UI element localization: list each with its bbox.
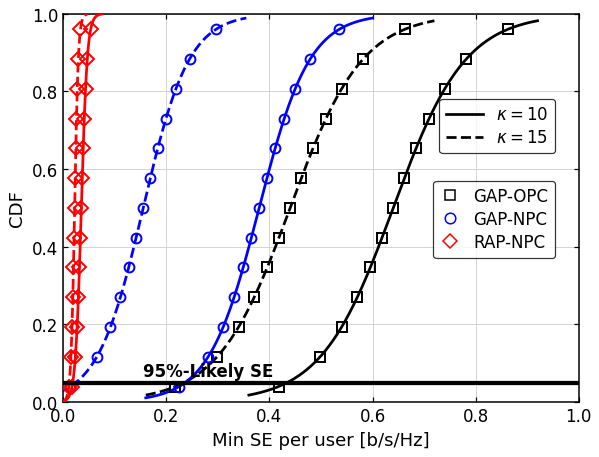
Text: 95%-Likely SE: 95%-Likely SE [143,362,273,380]
X-axis label: Min SE per user [b/s/Hz]: Min SE per user [b/s/Hz] [212,431,429,449]
Y-axis label: CDF: CDF [8,190,26,227]
Legend: GAP-OPC, GAP-NPC, RAP-NPC: GAP-OPC, GAP-NPC, RAP-NPC [433,181,555,258]
